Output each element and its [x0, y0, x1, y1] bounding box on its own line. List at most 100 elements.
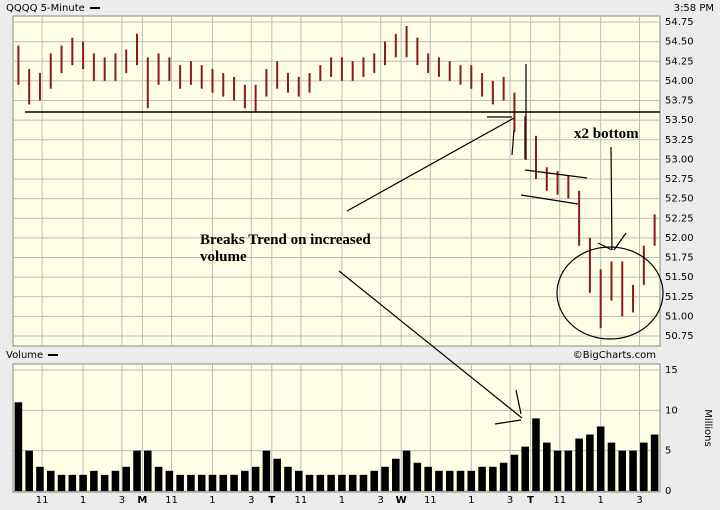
- volume-bar: [79, 474, 87, 491]
- volume-bar: [607, 442, 616, 491]
- y-tick-label: 10: [665, 405, 678, 416]
- volume-bar: [111, 470, 120, 491]
- volume-bar: [273, 458, 281, 491]
- volume-bar: [144, 450, 152, 491]
- volume-bar: [499, 462, 508, 491]
- volume-bar: [25, 450, 33, 491]
- y-tick-label: 54.00: [665, 76, 694, 87]
- volume-bar: [284, 466, 292, 491]
- volume-bar: [100, 474, 109, 491]
- y-tick-label: 53.00: [665, 154, 694, 165]
- channel-line: [524, 169, 588, 179]
- volume-bar: [122, 466, 130, 491]
- x-tick-label: 1: [468, 495, 474, 506]
- arrow: [515, 389, 522, 415]
- y-tick-label: 54.50: [665, 37, 694, 48]
- volume-bar: [262, 450, 271, 491]
- arrow: [610, 146, 613, 251]
- circle: [556, 246, 664, 340]
- y-tick-label: 0: [665, 486, 671, 497]
- volume-bar: [230, 474, 238, 491]
- y-tick-label: 52.50: [665, 194, 694, 205]
- volume-bar: [381, 466, 389, 491]
- chart-title: QQQQ 5-Minute: [6, 3, 85, 14]
- volume-bar: [478, 466, 486, 491]
- y-tick-label: 51.75: [665, 253, 694, 264]
- volume-bar: [521, 446, 529, 491]
- volume-bar: [68, 474, 77, 491]
- volume-bar: [57, 474, 66, 491]
- y-tick-label: 53.75: [665, 96, 694, 107]
- annotation: x2 bottom: [574, 126, 639, 142]
- volume-bar: [543, 442, 551, 491]
- volume-bar: [445, 470, 454, 491]
- volume-bar: [305, 474, 314, 491]
- volume-bar: [197, 474, 206, 491]
- arrow: [346, 117, 515, 212]
- volume-bar: [219, 474, 228, 491]
- y-tick-label: 53.50: [665, 115, 694, 126]
- volume-bar: [596, 426, 605, 491]
- volume-bar: [510, 454, 519, 491]
- x-tick-label: M: [137, 495, 147, 506]
- x-tick-label: 11: [553, 495, 566, 506]
- volume-bar: [467, 470, 476, 491]
- x-tick-label: 3: [378, 495, 384, 506]
- arrow: [338, 270, 523, 419]
- volume-bar: [489, 466, 497, 491]
- volume-bar: [46, 470, 55, 491]
- volume-bar: [165, 470, 174, 491]
- annotation: Breaks Trend on increased volume: [200, 232, 371, 265]
- volume-bar: [618, 450, 627, 491]
- volume-bar: [650, 434, 659, 491]
- volume-bar: [36, 466, 44, 491]
- y-tick-label: 51.50: [665, 272, 694, 283]
- x-tick-label: 3: [248, 495, 254, 506]
- timestamp: 3:58 PM: [674, 3, 714, 14]
- annotation-shapes: [25, 64, 664, 425]
- x-tick-label: 1: [598, 495, 604, 506]
- volume-bar: [370, 470, 379, 491]
- volume-bar: [553, 450, 562, 491]
- y-tick-label: 53.25: [665, 135, 694, 146]
- y-tick-label: 54.75: [665, 17, 694, 28]
- volume-bar: [435, 470, 443, 491]
- volume-bar: [154, 466, 163, 491]
- x-tick-label: 11: [424, 495, 437, 506]
- volume-bar: [14, 402, 23, 491]
- volume-bar: [241, 470, 249, 491]
- x-tick-label: 11: [165, 495, 178, 506]
- x-tick-label: 1: [80, 495, 86, 506]
- volume-bar: [456, 470, 465, 491]
- volume-bar: [338, 474, 346, 491]
- x-tick-label: T: [268, 495, 275, 506]
- y-tick-label: 51.25: [665, 292, 694, 303]
- y-axis-label: Millions: [702, 409, 713, 446]
- y-tick-label: 52.25: [665, 213, 694, 224]
- volume-bar: [586, 434, 594, 491]
- x-tick-label: 1: [209, 495, 215, 506]
- x-tick-label: 3: [636, 495, 642, 506]
- y-tick-label: 51.00: [665, 311, 694, 322]
- y-tick-label: 52.00: [665, 233, 694, 244]
- y-tick-label: 54.25: [665, 56, 694, 67]
- volume-bar: [359, 474, 368, 491]
- arrow: [597, 242, 613, 251]
- volume-bar: [208, 474, 217, 491]
- volume-bar: [532, 418, 540, 491]
- x-tick-label: 11: [36, 495, 49, 506]
- volume-bar: [424, 466, 432, 491]
- x-tick-label: W: [396, 495, 407, 506]
- volume-bar: [90, 470, 98, 491]
- volume-bar: [640, 442, 648, 491]
- x-tick-label: 1: [339, 495, 345, 506]
- volume-bar: [575, 438, 583, 491]
- arrow: [511, 129, 515, 156]
- x-tick-label: 3: [119, 495, 125, 506]
- volume-bar: [251, 466, 260, 491]
- volume-bar: [294, 470, 303, 491]
- channel-line: [520, 194, 579, 205]
- volume-panel: [12, 363, 661, 493]
